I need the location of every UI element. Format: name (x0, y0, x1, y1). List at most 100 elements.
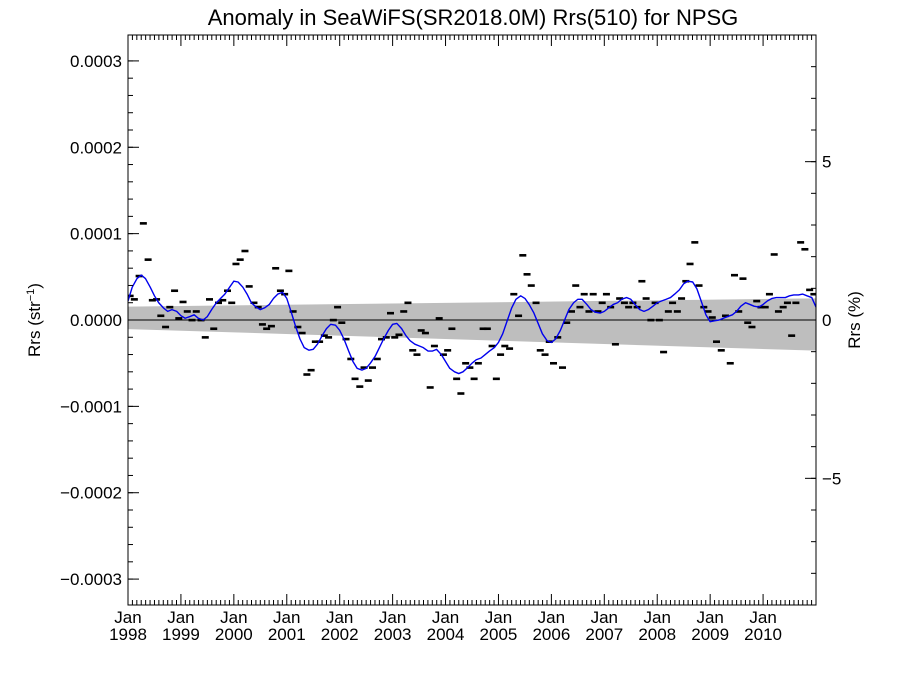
anomaly-point-122 (664, 310, 672, 313)
anomaly-point-99 (563, 321, 571, 324)
monthly-anomaly-points (128, 222, 816, 395)
anomaly-point-93 (536, 349, 544, 352)
anomaly-point-108 (602, 292, 610, 296)
anomaly-point-154 (806, 288, 814, 292)
anomaly-point-128 (691, 241, 699, 244)
anomaly-point-119 (651, 301, 659, 305)
anomaly-point-61 (395, 333, 403, 337)
x-tick-label-year-2000: 2000 (215, 625, 253, 644)
anomaly-point-88 (515, 314, 523, 318)
anomaly-point-74 (453, 377, 461, 381)
x-tick-label-year-1999: 1999 (162, 625, 200, 644)
anomaly-point-32 (267, 324, 275, 328)
anomaly-point-62 (400, 310, 408, 313)
anomaly-point-77 (466, 366, 474, 369)
anomaly-point-153 (801, 247, 809, 251)
anomaly-point-26 (241, 249, 249, 253)
anomaly-point-69 (430, 344, 438, 348)
anomaly-point-57 (378, 337, 386, 341)
y-tick-label-4: −0.0001 (60, 397, 122, 416)
anomaly-point-39 (298, 331, 306, 335)
anomaly-point-27 (245, 285, 253, 288)
anomaly-point-123 (669, 301, 677, 305)
anomaly-point-146 (770, 253, 778, 256)
chart-title: Anomaly in SeaWiFS(SR2018.0M) Rrs(510) f… (208, 5, 739, 30)
anomaly-point-92 (532, 301, 540, 305)
anomaly-point-15 (192, 310, 200, 313)
anomaly-point-101 (572, 284, 580, 287)
anomaly-point-82 (488, 344, 496, 348)
anomaly-point-100 (567, 310, 575, 313)
anomaly-point-78 (470, 377, 478, 381)
x-tick-label-year-2004: 2004 (427, 625, 465, 644)
x-tick-label-month-2007: Jan (591, 608, 618, 627)
anomaly-point-59 (386, 311, 394, 315)
x-tick-label-year-2003: 2003 (374, 625, 412, 644)
anomaly-point-45 (325, 336, 333, 339)
anomaly-point-148 (779, 305, 787, 309)
x-tick-label-month-2010: Jan (749, 608, 776, 627)
anomaly-point-31 (263, 327, 271, 331)
anomaly-point-151 (792, 301, 800, 305)
y-axis-left-label: Rrs (str−1) (25, 283, 44, 357)
anomaly-point-147 (774, 310, 782, 313)
x-tick-label-year-2008: 2008 (638, 625, 676, 644)
anomaly-point-23 (228, 301, 236, 305)
anomaly-point-104 (585, 310, 593, 313)
anomaly-point-60 (391, 336, 399, 339)
anomaly-point-150 (788, 334, 796, 337)
y-tick-label-5: −0.0002 (60, 484, 122, 503)
anomaly-point-72 (444, 349, 452, 352)
anomaly-point-40 (303, 373, 311, 376)
anomaly-point-107 (598, 301, 606, 305)
anomaly-point-94 (541, 353, 549, 356)
x-tick-label-month-2002: Jan (326, 608, 353, 627)
anomaly-point-124 (673, 310, 681, 313)
anomaly-point-80 (479, 327, 487, 331)
smoothed-series-line (128, 274, 816, 375)
x-axis-ticks: Jan1998Jan1999Jan2000Jan2001Jan2002Jan20… (109, 35, 813, 644)
anomaly-point-110 (611, 342, 619, 346)
anomaly-point-8 (162, 325, 170, 329)
anomaly-point-9 (166, 305, 174, 309)
x-tick-label-year-2009: 2009 (691, 625, 729, 644)
anomaly-point-97 (554, 336, 562, 339)
uncertainty-band-layer (128, 298, 816, 351)
y-tick-label-3: 0.0000 (70, 311, 122, 330)
anomaly-point-86 (506, 347, 514, 350)
anomaly-point-68 (426, 386, 434, 389)
anomaly-point-73 (448, 327, 456, 331)
x-tick-label-month-2009: Jan (696, 608, 723, 627)
anomaly-point-33 (272, 266, 280, 270)
x-tick-label-year-2006: 2006 (532, 625, 570, 644)
anomaly-point-145 (765, 292, 773, 296)
anomaly-point-38 (294, 325, 302, 329)
anomaly-point-120 (655, 318, 663, 322)
x-tick-label-month-1999: Jan (167, 608, 194, 627)
anomaly-point-36 (285, 269, 293, 273)
anomaly-point-52 (356, 385, 364, 388)
anomaly-point-64 (409, 349, 417, 352)
y2-tick-label-0: 5 (822, 153, 831, 172)
anomaly-point-83 (492, 377, 500, 381)
y-axis-right-ticks: 5 0 −5 (805, 34, 841, 606)
anomaly-point-16 (197, 318, 205, 322)
anomaly-point-48 (338, 321, 346, 324)
x-tick-label-month-1998: Jan (114, 608, 141, 627)
anomaly-point-14 (188, 318, 196, 322)
anomaly-point-132 (708, 316, 716, 319)
anomaly-point-149 (783, 301, 791, 305)
y-axis-right-label: Rrs (%) (845, 291, 864, 349)
anomaly-point-138 (735, 310, 743, 313)
anomaly-point-127 (686, 262, 694, 266)
anomaly-point-17 (201, 336, 209, 339)
y-tick-label-1: 0.0002 (70, 138, 122, 157)
anomaly-point-25 (236, 258, 244, 261)
anomaly-point-84 (497, 353, 505, 356)
anomaly-point-7 (157, 314, 165, 318)
x-tick-label-year-2005: 2005 (480, 625, 518, 644)
anomaly-point-103 (580, 292, 588, 296)
anomaly-point-91 (527, 284, 535, 287)
